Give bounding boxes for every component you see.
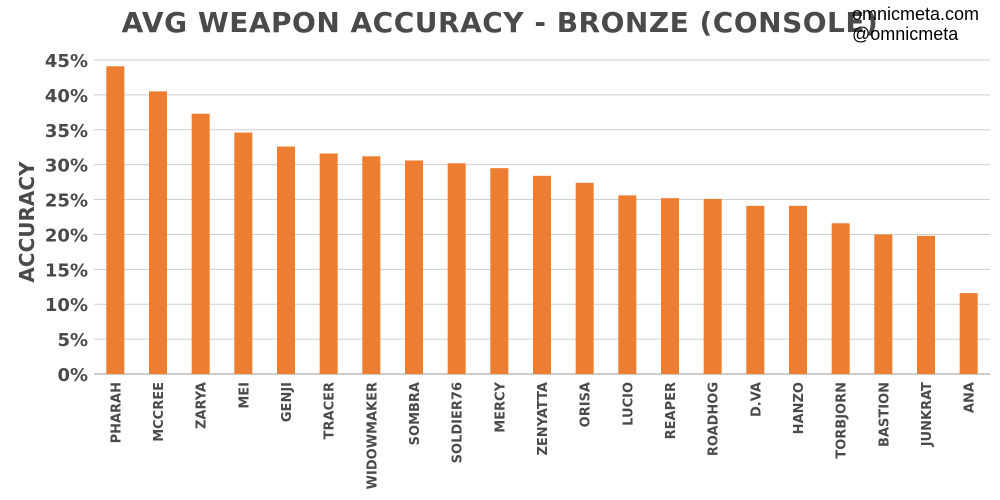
bar-mccree [149,91,167,375]
bar-zarya [191,113,210,375]
y-tick-label: 0% [57,365,88,386]
bar-zenyatta [533,175,551,374]
x-tick-label: JUNKRAT [920,382,935,447]
bar-hanzo [789,205,807,374]
x-tick-label: ANA [963,382,978,413]
x-tick-label: MEI [237,382,252,409]
x-tick-label: GENJI [280,382,295,422]
x-tick-label: LUCIO [621,382,636,426]
watermark-site: omnicmeta.com [852,4,980,24]
x-tick-label: BASTION [877,382,892,447]
bar-soldier76 [447,163,466,374]
y-tick-label: 40% [45,86,88,107]
y-tick-label: 45% [45,51,88,72]
bar-d-va [746,205,765,374]
y-axis-ticks: 0% 5% 10% 15% 20% 25% 30% 35% 40% 45% [45,51,88,386]
y-tick-label: 15% [45,260,88,281]
y-tick-label: 10% [45,295,88,316]
bar-widowmaker [362,156,381,374]
y-tick-label: 20% [45,225,88,246]
bar-pharah [106,66,125,374]
x-tick-label: ZARYA [195,382,210,429]
x-tick-label: MERCY [493,381,508,432]
x-tick-label: ZENYATTA [536,382,551,456]
y-tick-label: 25% [45,191,88,212]
bar-genji [277,146,295,374]
bar-junkrat [917,235,935,374]
bar-roadhog [703,198,722,374]
bar-torbjorn [831,223,850,374]
bar-sombra [405,160,423,374]
chart-title: AVG WEAPON ACCURACY - BRONZE (CONSOLE) [122,6,879,39]
x-tick-label: WIDOWMAKER [365,382,380,489]
x-tick-label: ROADHOG [707,382,722,456]
x-tick-label: SOMBRA [408,382,423,445]
bar-bastion [874,234,893,374]
x-tick-label: D.VA [749,382,764,417]
bar-mercy [490,168,509,374]
bar-reaper [661,198,679,374]
x-tick-label: MCCREE [152,382,167,442]
bar-tracer [319,153,338,374]
bar-mei [234,132,253,374]
x-axis-ticks: PHARAH MCCREE ZARYA MEI GENJI TRACER WIDOWMAKE… [109,381,977,489]
bar-ana [959,293,978,374]
watermark: omnicmeta.com @omnicmeta [852,4,979,44]
bar-orisa [575,182,594,374]
x-tick-label: SOLDIER76 [451,382,466,463]
y-tick-label: 5% [57,330,88,351]
y-tick-label: 30% [45,156,88,177]
y-tick-label: 35% [45,121,88,142]
x-tick-label: REAPER [664,382,679,439]
watermark-handle: @omnicmeta [852,24,959,44]
x-tick-label: PHARAH [109,382,124,443]
y-axis-label: ACCURACY [15,161,39,283]
x-tick-label: TRACER [323,382,338,439]
bar-lucio [618,195,637,374]
x-tick-label: TORBJORN [835,382,850,459]
x-tick-label: ORISA [579,382,594,427]
bars [106,66,978,375]
x-tick-label: HANZO [792,382,807,434]
